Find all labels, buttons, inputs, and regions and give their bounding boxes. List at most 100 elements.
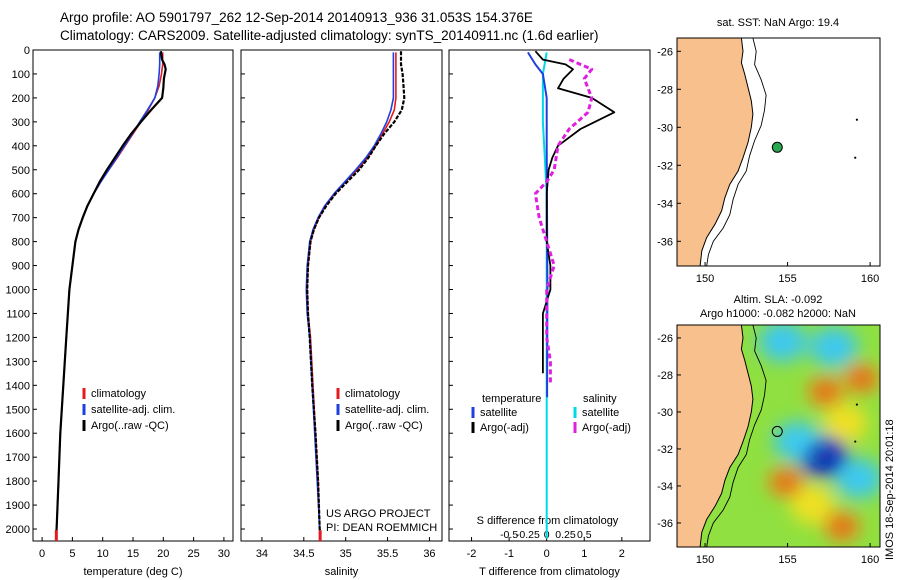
sla-map-title-line1: Altim. SLA: -0.092 xyxy=(734,294,823,306)
temperature-x-tick-label: 5 xyxy=(69,548,75,560)
header-line2: Climatology: CARS2009. Satellite-adjuste… xyxy=(60,28,599,43)
depth-tick-label: 500 xyxy=(12,165,30,177)
legend-label: Argo(-adj) xyxy=(582,422,631,434)
argo-float-marker xyxy=(771,141,783,153)
lat-tick-label: -28 xyxy=(657,370,673,382)
depth-tick-label: 900 xyxy=(12,261,30,273)
temperature-x-tick-label: 0 xyxy=(39,548,45,560)
temperature-x-tick-label: 30 xyxy=(218,548,230,560)
lat-tick-label: -36 xyxy=(657,236,673,248)
lon-tick-label: 150 xyxy=(696,273,714,285)
depth-tick-label: 1800 xyxy=(6,476,30,488)
depth-tick-label: 300 xyxy=(12,117,30,129)
difference-secondary-tick-label: 0.25 xyxy=(555,529,576,541)
island-dot xyxy=(855,118,858,121)
lat-tick-label: -28 xyxy=(657,84,673,96)
depth-tick-label: 1700 xyxy=(6,452,30,464)
depth-tick-label: 1900 xyxy=(6,500,30,512)
temperature-x-tick-label: 10 xyxy=(97,548,109,560)
depth-tick-label: 1500 xyxy=(6,404,30,416)
difference-x-tick-label: 1 xyxy=(581,548,587,560)
depth-tick-label: 0 xyxy=(24,45,30,57)
legend-label: satellite-adj. clim. xyxy=(91,404,175,416)
sla-blob xyxy=(834,458,880,499)
depth-tick-label: 400 xyxy=(12,141,30,153)
depth-tick-label: 600 xyxy=(12,189,30,201)
sla_map-frame xyxy=(676,324,881,548)
legend-header: temperature xyxy=(482,393,541,405)
argo-float-marker xyxy=(771,425,783,437)
series-line-argo xyxy=(54,51,167,534)
sla-core xyxy=(853,372,870,385)
difference-secondary-tick-label: 0.5 xyxy=(577,529,592,541)
sla-blob xyxy=(790,484,835,525)
series-line-s-argo xyxy=(533,58,594,386)
legend-label: Argo(..raw -QC) xyxy=(345,420,423,432)
lat-tick-label: -32 xyxy=(657,444,673,456)
header-line1: Argo profile: AO 5901797_262 12-Sep-2014… xyxy=(60,10,533,25)
difference-x-tick-label: -1 xyxy=(504,548,514,560)
lat-tick-label: -30 xyxy=(657,122,673,134)
temperature-x-tick-label: 20 xyxy=(157,548,169,560)
lat-tick-label: -30 xyxy=(657,407,673,419)
project-label: US ARGO PROJECT xyxy=(326,508,431,520)
difference-x-tick-label: 2 xyxy=(619,548,625,560)
lat-tick-label: -36 xyxy=(657,518,673,530)
legend-label: Argo(-adj) xyxy=(480,422,529,434)
depth-tick-label: 200 xyxy=(12,93,30,105)
island-dot xyxy=(854,440,857,443)
depth-tick-label: 1300 xyxy=(6,356,30,368)
lon-tick-label: 155 xyxy=(778,554,796,566)
depth-tick-label: 1200 xyxy=(6,332,30,344)
salinity-x-tick-label: 34.5 xyxy=(293,548,314,560)
depth-tick-label: 2000 xyxy=(6,524,30,536)
series-line-argo xyxy=(306,51,406,535)
sla-core xyxy=(817,385,834,398)
lon-tick-label: 160 xyxy=(861,554,879,566)
lat-tick-label: -26 xyxy=(657,333,673,345)
series-line-t-argo xyxy=(534,50,616,374)
difference-secondary-tick-label: -0.5 xyxy=(500,529,518,541)
temperature-xlabel: temperature (deg C) xyxy=(83,566,182,578)
legend-label: climatology xyxy=(91,388,147,400)
depth-tick-label: 800 xyxy=(12,237,30,249)
lat-tick-label: -34 xyxy=(657,481,673,493)
land-mass xyxy=(677,325,754,547)
lat-tick-label: -32 xyxy=(657,160,673,172)
salinity-panel-frame xyxy=(240,49,443,542)
temperature-x-tick-label: 25 xyxy=(187,548,199,560)
pi-label: PI: DEAN ROEMMICH xyxy=(326,522,437,534)
salinity-x-tick-label: 35.5 xyxy=(377,548,398,560)
lat-tick-label: -26 xyxy=(657,46,673,58)
temperature-x-tick-label: 15 xyxy=(127,548,139,560)
legend-label: satellite-adj. clim. xyxy=(345,404,429,416)
difference-secondary-xlabel: S difference from climatology xyxy=(477,515,619,527)
legend-label: Argo(..raw -QC) xyxy=(91,420,169,432)
sla_map-map-area xyxy=(677,325,880,547)
sla-cores xyxy=(777,372,870,533)
lon-tick-label: 155 xyxy=(778,273,796,285)
sla-blob xyxy=(773,421,822,462)
isobath-line xyxy=(706,325,767,547)
depth-tick-label: 100 xyxy=(12,69,30,81)
depth-tick-label: 1600 xyxy=(6,428,30,440)
sla-blob xyxy=(823,403,868,444)
salinity-x-tick-label: 35 xyxy=(340,548,352,560)
salinity-xlabel: salinity xyxy=(325,566,359,578)
difference-panel-frame xyxy=(448,49,651,542)
sla-core xyxy=(834,520,851,533)
legend-header: salinity xyxy=(583,393,617,405)
legend-label: satellite xyxy=(480,407,517,419)
sla-map-title-line2: Argo h1000: -0.082 h2000: NaN xyxy=(700,308,856,320)
difference-x-tick-label: 0 xyxy=(544,548,550,560)
depth-tick-label: 1000 xyxy=(6,285,30,297)
lat-tick-label: -34 xyxy=(657,198,673,210)
salinity-x-tick-label: 34 xyxy=(256,548,268,560)
island-dot xyxy=(855,403,858,406)
salinity-x-tick-label: 36 xyxy=(423,548,435,560)
lon-tick-label: 160 xyxy=(861,273,879,285)
sst-map-title: sat. SST: NaN Argo: 19.4 xyxy=(717,17,839,29)
depth-tick-label: 700 xyxy=(12,213,30,225)
sla-blob xyxy=(809,327,858,368)
